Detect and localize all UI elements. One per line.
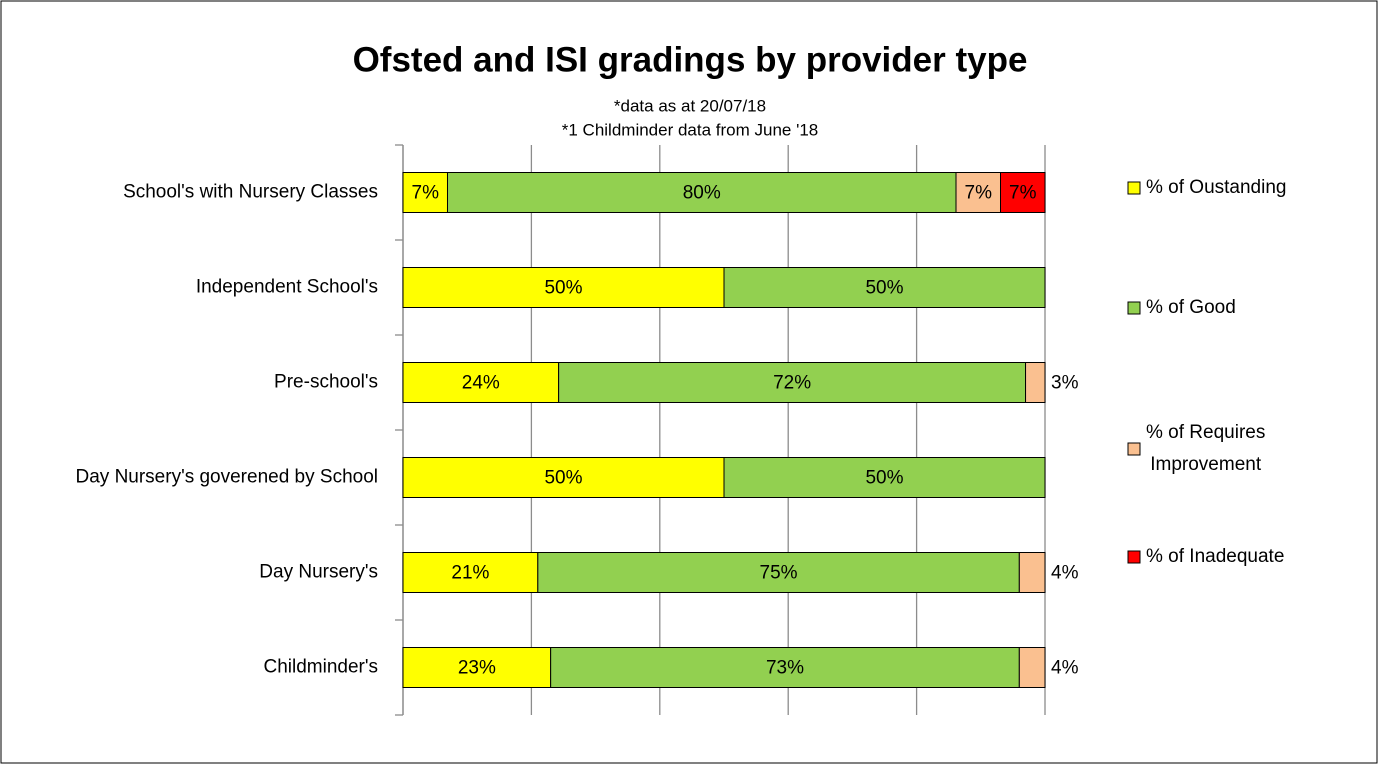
legend-label: % of Good bbox=[1146, 297, 1236, 318]
chart-subtitle: *data as at 20/07/18 bbox=[614, 96, 766, 115]
bar-segment bbox=[723, 457, 1046, 498]
data-label: 23% bbox=[458, 658, 496, 679]
y-tick-label: Day Nursery's goverened by School bbox=[76, 467, 379, 488]
data-label: 7% bbox=[1009, 183, 1037, 204]
data-label: 50% bbox=[544, 468, 582, 489]
legend-swatch bbox=[1127, 301, 1141, 315]
data-label: 4% bbox=[1051, 563, 1079, 584]
bar-segment bbox=[1025, 362, 1046, 403]
bar-segment bbox=[550, 647, 1020, 688]
bar-segment bbox=[402, 362, 560, 403]
bar-segment bbox=[1000, 172, 1046, 213]
legend-label: % of Oustanding bbox=[1146, 177, 1286, 198]
legend-label: % of Requires Improvement bbox=[1146, 422, 1265, 475]
bar-segment bbox=[402, 552, 539, 593]
legend-swatch bbox=[1127, 442, 1141, 456]
bar-segment bbox=[446, 172, 957, 213]
chart-title: Ofsted and ISI gradings by provider type bbox=[353, 40, 1028, 79]
data-label: 50% bbox=[865, 278, 903, 299]
data-label: 72% bbox=[773, 373, 811, 394]
legend-label: % of Inadequate bbox=[1146, 546, 1284, 567]
bar-segment bbox=[537, 552, 1020, 593]
data-label: 4% bbox=[1051, 658, 1079, 679]
data-label: 3% bbox=[1051, 373, 1079, 394]
data-label: 7% bbox=[965, 183, 993, 204]
bar-segment bbox=[1018, 552, 1046, 593]
data-label: 50% bbox=[865, 468, 903, 489]
data-label: 24% bbox=[462, 373, 500, 394]
legend-swatch bbox=[1127, 181, 1141, 195]
bar-segment bbox=[402, 647, 552, 688]
data-label: 50% bbox=[544, 278, 582, 299]
y-tick-label: Pre-school's bbox=[274, 372, 378, 393]
bar-segment bbox=[402, 457, 725, 498]
data-label: 75% bbox=[760, 563, 798, 584]
bar-segment bbox=[723, 267, 1046, 308]
legend-swatch bbox=[1127, 550, 1141, 564]
y-tick-label: School's with Nursery Classes bbox=[123, 182, 378, 203]
bar-segment bbox=[558, 362, 1027, 403]
bar-segment bbox=[1018, 647, 1046, 688]
y-tick-label: Childminder's bbox=[263, 657, 378, 678]
data-label: 73% bbox=[766, 658, 804, 679]
chart-subtitle: *1 Childminder data from June '18 bbox=[562, 120, 819, 139]
y-tick-label: Day Nursery's bbox=[259, 562, 378, 583]
y-tick-label: Independent School's bbox=[196, 277, 378, 298]
bar-segment bbox=[402, 267, 725, 308]
data-label: 7% bbox=[412, 183, 440, 204]
data-label: 80% bbox=[683, 183, 721, 204]
data-label: 21% bbox=[451, 563, 489, 584]
